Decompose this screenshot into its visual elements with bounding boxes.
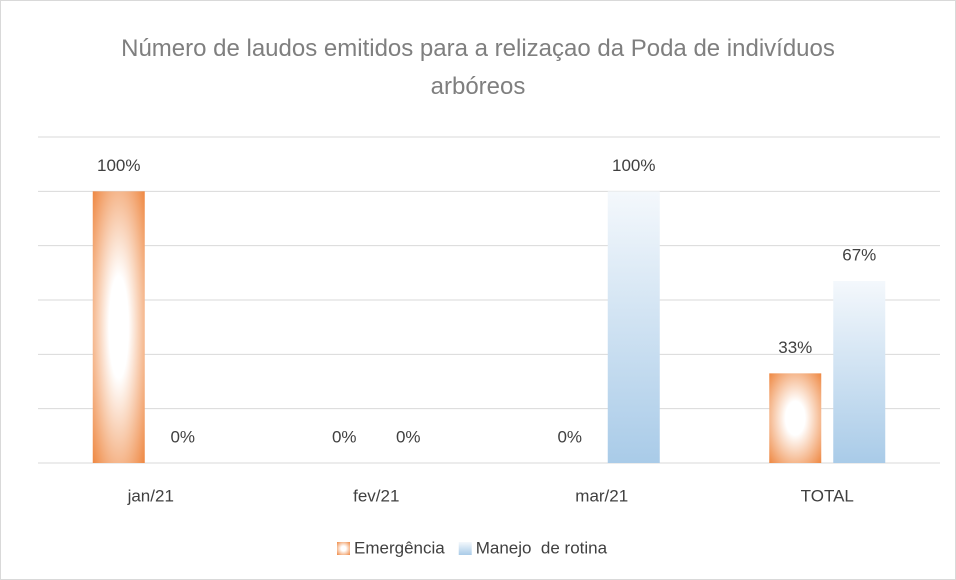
bar: [769, 373, 822, 463]
x-tick-label: mar/21: [575, 486, 628, 505]
data-label: 33%: [778, 338, 812, 357]
data-label: 100%: [612, 156, 655, 175]
legend-swatch: [337, 542, 350, 555]
data-label: 100%: [97, 156, 140, 175]
x-tick-label: fev/21: [353, 486, 399, 505]
bar: [92, 191, 145, 464]
x-tick-label: jan/21: [127, 486, 174, 505]
chart-title: Número de laudos emitidos para a relizaç…: [121, 35, 835, 100]
bar: [833, 280, 886, 463]
data-label: 67%: [842, 245, 876, 264]
legend-label: Emergência: [354, 538, 445, 557]
data-label: 0%: [396, 427, 421, 446]
data-label: 0%: [557, 427, 582, 446]
data-label: 0%: [170, 427, 195, 446]
x-tick-label: TOTAL: [801, 486, 854, 505]
legend-label: Manejo de rotina: [476, 538, 608, 557]
bar: [607, 191, 660, 464]
data-label: 0%: [332, 427, 357, 446]
legend-swatch: [458, 542, 472, 555]
